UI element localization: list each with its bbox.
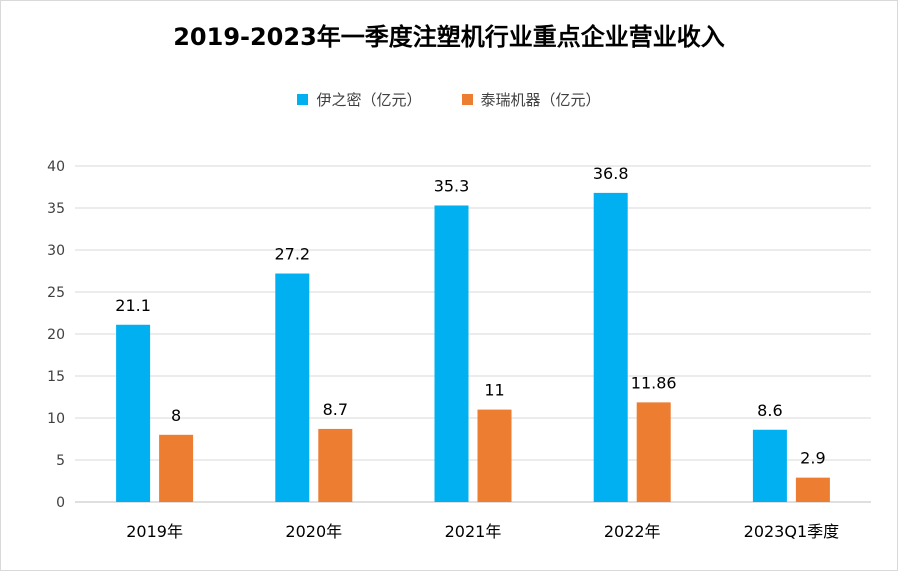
x-tick-label: 2022年	[604, 522, 661, 541]
data-label: 11.86	[631, 373, 677, 392]
legend-label-series-2: 泰瑞机器（亿元）	[480, 91, 601, 109]
bar-series-2	[795, 477, 830, 502]
bar-series-1	[116, 324, 151, 502]
data-label: 21.1	[115, 296, 151, 315]
data-label: 27.2	[274, 245, 310, 264]
y-tick-label: 15	[47, 369, 65, 385]
bar-series-1	[275, 273, 310, 502]
y-tick-label: 20	[47, 327, 65, 343]
data-label: 8.6	[757, 401, 782, 420]
legend-item-series-2: 泰瑞机器（亿元）	[461, 89, 601, 110]
x-tick-label: 2023Q1季度	[744, 522, 840, 541]
y-tick-label: 40	[47, 159, 65, 175]
chart-legend: 伊之密（亿元） 泰瑞机器（亿元）	[1, 89, 897, 110]
chart-title: 2019-2023年一季度注塑机行业重点企业营业收入	[173, 23, 725, 51]
bar-series-2	[318, 428, 353, 502]
y-tick-label: 10	[47, 411, 65, 427]
bar-series-2	[159, 434, 194, 502]
legend-swatch-series-2	[461, 94, 473, 105]
bar-series-2	[477, 409, 512, 502]
data-label: 8.7	[323, 400, 348, 419]
data-label: 35.3	[434, 176, 470, 195]
data-label: 8	[171, 406, 181, 425]
y-tick-label: 0	[56, 495, 65, 511]
data-label: 11	[484, 381, 504, 400]
y-tick-label: 35	[47, 201, 65, 217]
data-label: 2.9	[800, 449, 825, 468]
bar-series-1	[593, 192, 628, 502]
x-tick-label: 2019年	[126, 522, 183, 541]
x-tick-label: 2021年	[445, 522, 502, 541]
legend-item-series-1: 伊之密（亿元）	[297, 89, 422, 110]
data-label: 36.8	[593, 164, 629, 183]
bar-series-1	[752, 429, 787, 502]
bar-series-1	[434, 205, 469, 503]
legend-swatch-series-1	[297, 94, 309, 105]
x-tick-label: 2020年	[285, 522, 342, 541]
y-tick-label: 30	[47, 243, 65, 259]
y-tick-label: 25	[47, 285, 65, 301]
legend-label-series-1: 伊之密（亿元）	[316, 91, 422, 109]
bar-series-2	[636, 402, 671, 502]
y-tick-label: 5	[56, 453, 65, 469]
